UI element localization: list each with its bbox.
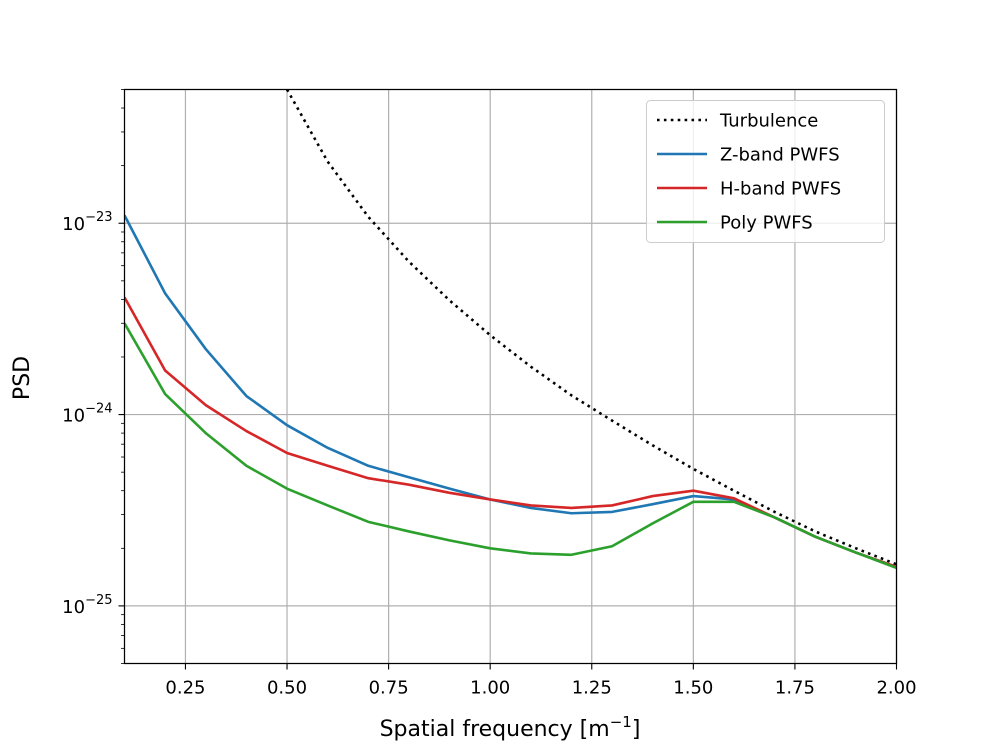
x-tick-label: 1.75 bbox=[775, 678, 815, 699]
x-axis-label-end: ] bbox=[632, 717, 641, 742]
legend-label-h-band-pwfs: H-band PWFS bbox=[720, 179, 841, 200]
x-axis-label-text: Spatial frequency [m bbox=[380, 717, 610, 742]
x-tick-label: 1.25 bbox=[572, 678, 612, 699]
plot-frame bbox=[123, 88, 898, 665]
x-tick-label: 0.50 bbox=[267, 678, 307, 699]
x-tick-label: 1.00 bbox=[470, 678, 510, 699]
series-layer bbox=[124, 89, 897, 570]
x-tick-label: 0.75 bbox=[369, 678, 409, 699]
legend-frame bbox=[646, 100, 885, 243]
x-tick-label: 0.25 bbox=[165, 678, 205, 699]
y-tick-label: 10−25 bbox=[62, 593, 112, 618]
series-line-poly-pwfs bbox=[124, 322, 897, 570]
x-tick-label: 2.00 bbox=[876, 678, 916, 699]
legend: Turbulence Z-band PWFS H-band PWFS Poly PWF… bbox=[646, 100, 885, 243]
x-axis-label: Spatial frequency [m−1] bbox=[380, 713, 641, 742]
series-line-turbulence bbox=[285, 89, 897, 566]
legend-label-turbulence: Turbulence bbox=[719, 111, 818, 132]
x-tick-label: 1.50 bbox=[673, 678, 713, 699]
y-axis-label: PSD bbox=[10, 356, 35, 400]
legend-label-poly-pwfs: Poly PWFS bbox=[720, 213, 813, 234]
legend-label-z-band-pwfs: Z-band PWFS bbox=[720, 145, 840, 166]
y-tick-label: 10−23 bbox=[62, 210, 112, 235]
y-tick-label: 10−24 bbox=[62, 402, 112, 427]
ticks: 0.25 0.50 0.75 1.00 1.25 1.50 1.75 2.00 10−25 10−… bbox=[62, 89, 917, 699]
x-axis-label-superscript: −1 bbox=[610, 713, 632, 731]
